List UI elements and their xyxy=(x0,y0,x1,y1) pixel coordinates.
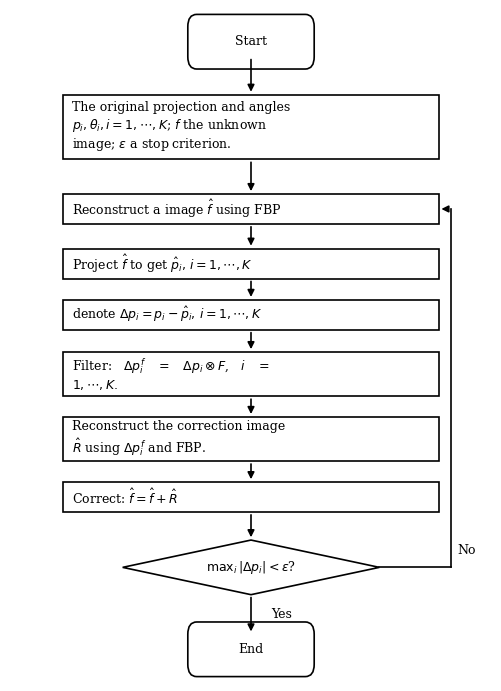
Text: Correct: $\hat{f} = \hat{f} + \hat{R}$: Correct: $\hat{f} = \hat{f} + \hat{R}$ xyxy=(72,488,177,507)
FancyBboxPatch shape xyxy=(63,417,438,461)
FancyBboxPatch shape xyxy=(63,95,438,160)
Text: Reconstruct the correction image
$\hat{R}$ using $\Delta p_i^f$ and FBP.: Reconstruct the correction image $\hat{R… xyxy=(72,420,285,458)
FancyBboxPatch shape xyxy=(187,622,314,676)
FancyBboxPatch shape xyxy=(63,194,438,224)
FancyBboxPatch shape xyxy=(63,482,438,512)
Text: Start: Start xyxy=(234,35,267,48)
FancyBboxPatch shape xyxy=(63,352,438,397)
Text: denote $\Delta p_i = p_i - \hat{p}_i,\, i=1,\cdots,K$: denote $\Delta p_i = p_i - \hat{p}_i,\, … xyxy=(72,305,262,324)
Text: Project $\hat{f}$ to get $\hat{p}_i,\, i=1,\cdots,K$: Project $\hat{f}$ to get $\hat{p}_i,\, i… xyxy=(72,252,253,274)
Text: No: No xyxy=(456,544,474,557)
FancyBboxPatch shape xyxy=(63,300,438,330)
Text: $\mathrm{max}_i\, |\Delta p_i| < \epsilon$?: $\mathrm{max}_i\, |\Delta p_i| < \epsilo… xyxy=(205,559,296,576)
Text: Filter:   $\Delta p_i^f$   $=$   $\Delta p_i \otimes F$,   $i$   $=$
$1,\cdots,K: Filter: $\Delta p_i^f$ $=$ $\Delta p_i \… xyxy=(72,357,270,392)
Text: End: End xyxy=(238,643,263,656)
Text: The original projection and angles
$p_i, \theta_i, i=1,\cdots,K$; $f$ the unknow: The original projection and angles $p_i,… xyxy=(72,101,290,153)
Polygon shape xyxy=(122,540,379,595)
Text: Yes: Yes xyxy=(270,608,291,621)
FancyBboxPatch shape xyxy=(63,249,438,278)
Text: Reconstruct a image $\hat{f}$ using FBP: Reconstruct a image $\hat{f}$ using FBP xyxy=(72,198,282,220)
FancyBboxPatch shape xyxy=(187,15,314,69)
